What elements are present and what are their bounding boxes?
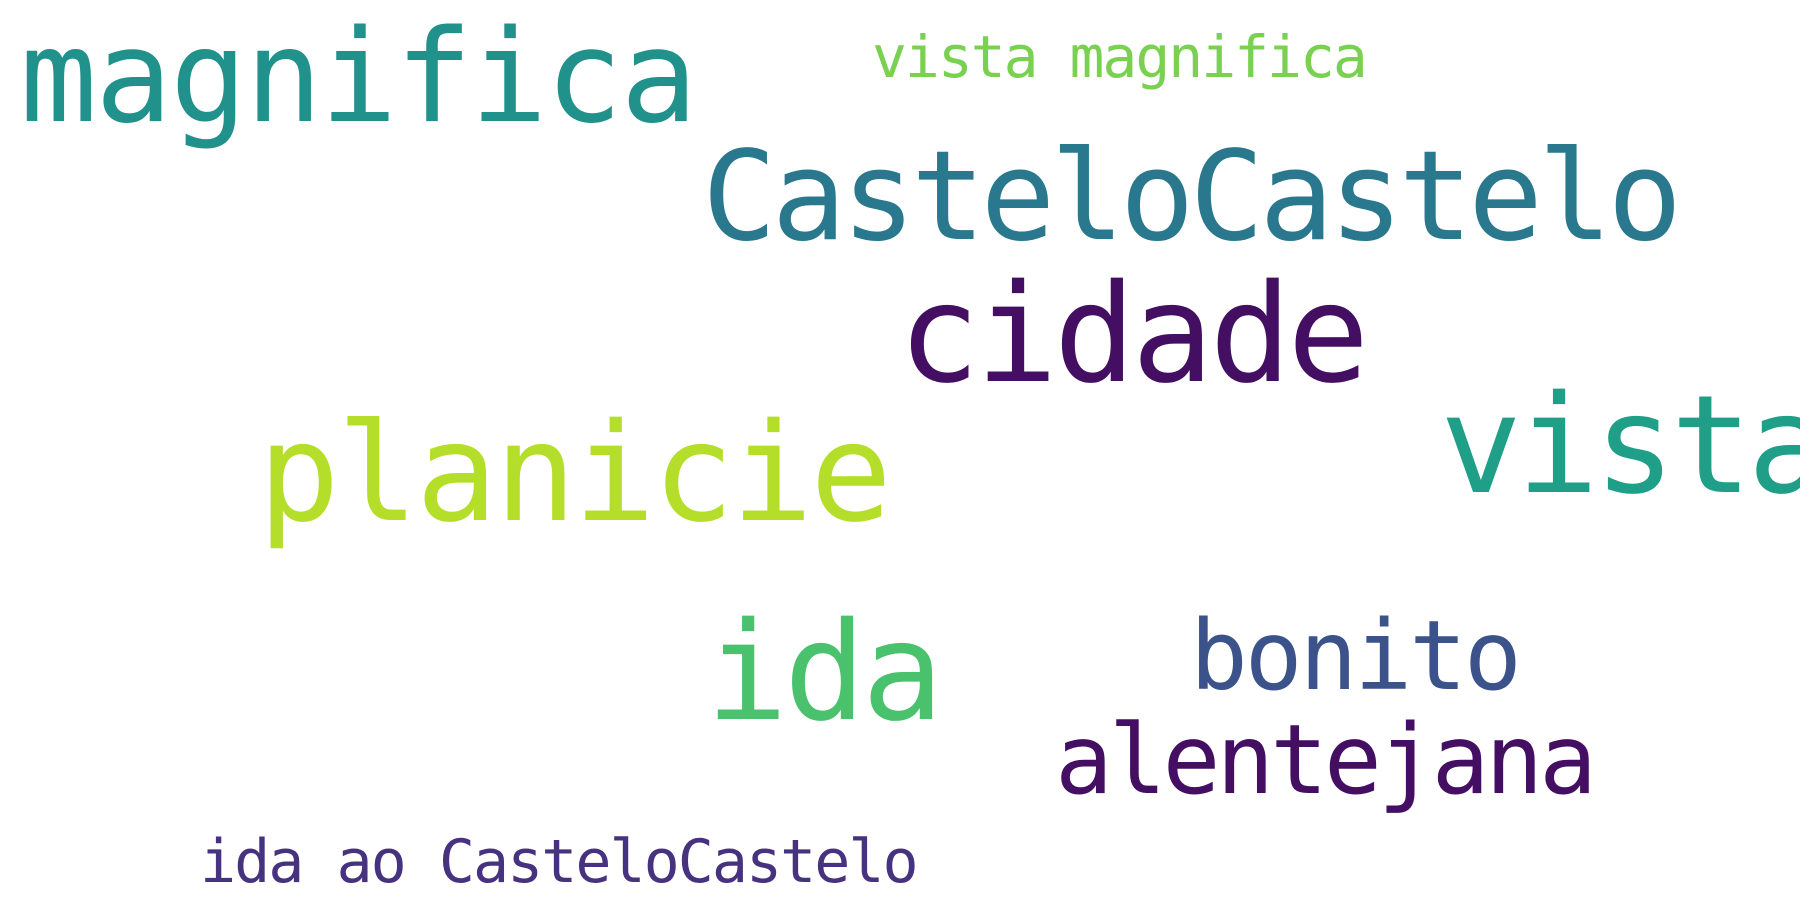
word-vista: vista <box>1440 367 1800 525</box>
word-cidade: cidade <box>898 256 1369 414</box>
word-bonito: bonito <box>1190 600 1522 712</box>
word-magnifica: magnifica <box>20 3 698 152</box>
word-planicie: planicie <box>258 395 892 553</box>
word-ida-ao-castelocastelo: ida ao CasteloCastelo <box>200 827 919 897</box>
word-vista-magnifica: vista magnifica <box>872 23 1368 91</box>
word-alentejana: alentejana <box>1055 704 1597 816</box>
word-castelocastelo: CasteloCastelo <box>702 125 1682 269</box>
word-ida: ida <box>706 594 944 752</box>
